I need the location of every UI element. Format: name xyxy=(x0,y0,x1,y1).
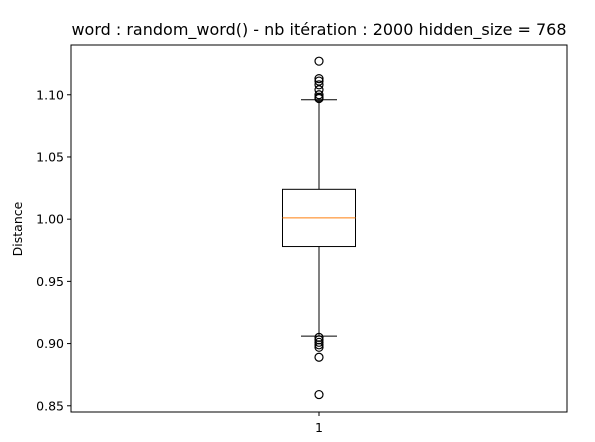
outlier-point xyxy=(314,90,324,100)
boxes-layer xyxy=(282,56,356,400)
y-tick-label: 0.90 xyxy=(36,336,64,351)
outlier-point xyxy=(314,80,324,90)
y-axis-label: Distance xyxy=(10,201,25,256)
outlier-point xyxy=(314,73,324,84)
x-tick-label: 1 xyxy=(315,420,323,435)
outlier-point xyxy=(314,340,324,350)
y-tick-label: 1.05 xyxy=(36,149,64,164)
outlier-point xyxy=(314,352,324,362)
chart-title: word : random_word() - nb itération : 20… xyxy=(71,20,566,40)
y-tick-label: 0.95 xyxy=(36,274,64,289)
y-tick-label: 1.10 xyxy=(36,87,64,102)
outlier-point xyxy=(314,389,324,400)
outlier-point xyxy=(314,342,324,352)
y-tick-label: 0.85 xyxy=(36,398,64,413)
outlier-point xyxy=(314,93,324,104)
y-axis: 0.85 0.90 0.95 1.00 1.05 1.10 xyxy=(36,87,71,413)
x-axis: 1 xyxy=(315,412,323,435)
box-group xyxy=(282,56,356,400)
outlier-point xyxy=(314,56,324,66)
outlier-point xyxy=(314,76,324,86)
outlier-point xyxy=(314,337,324,347)
y-tick-label: 1.00 xyxy=(36,212,64,227)
